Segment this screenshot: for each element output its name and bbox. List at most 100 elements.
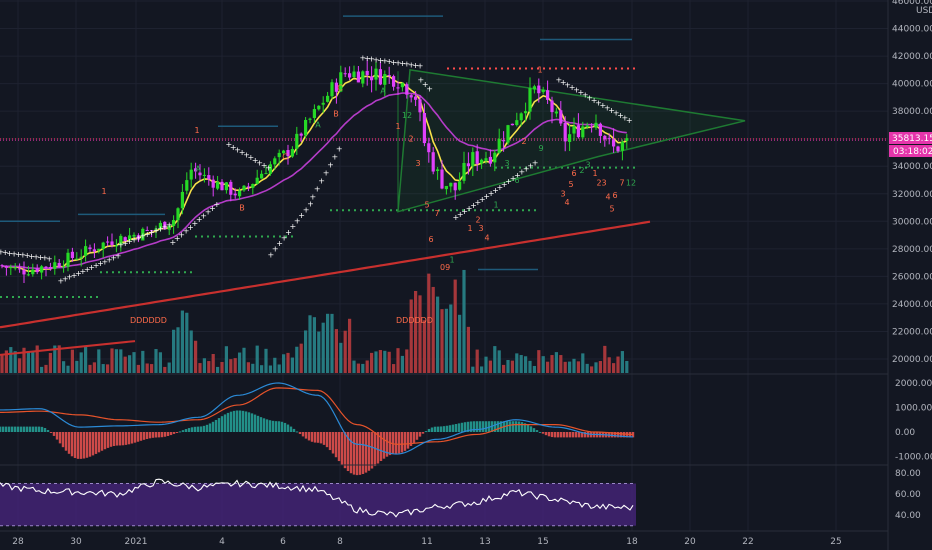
volume-bar xyxy=(409,299,413,373)
macd-histogram-bar xyxy=(307,432,311,441)
candle-body xyxy=(563,122,567,142)
date-axis[interactable]: 28 30 2021 4 6 8 11 13 15 18 20 22 25 xyxy=(12,537,841,547)
candle-body xyxy=(189,169,193,180)
macd-axis[interactable]: 2000.00 1000.00 0.00 -1000.00 xyxy=(895,379,932,463)
macd-histogram-bar xyxy=(547,432,551,437)
candle-body xyxy=(9,267,13,269)
macd-histogram-bar xyxy=(118,432,122,446)
volume-bar xyxy=(348,318,352,373)
volume-bar xyxy=(576,361,580,373)
candle-body xyxy=(524,111,528,114)
candle-body xyxy=(603,135,607,140)
candle-body xyxy=(79,256,83,258)
macd-histogram-bar xyxy=(124,432,128,445)
macd-histogram-bar xyxy=(433,426,437,432)
volume-bar xyxy=(4,350,8,373)
candle-body xyxy=(246,186,250,188)
macd-histogram-bar xyxy=(4,426,8,432)
candle-body xyxy=(387,75,391,77)
macd-histogram-bar xyxy=(427,428,431,432)
candle-body xyxy=(312,109,316,118)
td-marker: 3 xyxy=(601,179,606,188)
psar-dot: + xyxy=(183,227,190,236)
volume-bar xyxy=(515,353,519,373)
candle-body xyxy=(620,141,624,151)
volume-bar xyxy=(35,345,39,373)
rsi-axis[interactable]: 80.00 60.00 40.00 xyxy=(895,469,921,521)
macd-histogram-bar xyxy=(439,426,443,432)
volume-bar xyxy=(31,351,35,373)
psar-dot: + xyxy=(131,235,138,244)
volume-bar xyxy=(70,349,74,373)
psar-dot: + xyxy=(298,211,305,220)
macd-histogram-bar xyxy=(253,414,257,432)
psar-dot: + xyxy=(15,250,22,259)
psar-dot: + xyxy=(466,204,473,213)
psar-dot: + xyxy=(248,153,255,162)
candle-body xyxy=(598,123,602,136)
macd-histogram-bar xyxy=(457,423,461,432)
candle-body xyxy=(466,163,470,167)
macd-histogram-bar xyxy=(208,423,212,432)
volume-bar xyxy=(546,361,550,373)
macd-histogram-bar xyxy=(88,432,92,457)
macd-histogram-bar xyxy=(7,426,11,432)
macd-histogram-bar xyxy=(1,426,5,432)
macd-histogram-bar xyxy=(280,421,284,432)
candle-body xyxy=(427,143,431,153)
psar-dot: + xyxy=(604,103,611,112)
volume-bar xyxy=(299,343,303,373)
volume-bar xyxy=(493,346,497,373)
psar-dot: + xyxy=(586,93,593,102)
psar-dot: + xyxy=(80,267,87,276)
macd-histogram-bar xyxy=(352,432,356,475)
candle-body xyxy=(158,222,162,229)
macd-histogram-bar xyxy=(52,432,56,436)
macd-histogram-bar xyxy=(436,426,440,432)
candle-body xyxy=(343,73,347,75)
volume-bar xyxy=(189,330,193,373)
candle-body xyxy=(18,268,22,270)
panel-separators[interactable] xyxy=(0,0,889,550)
macd-histogram-bar xyxy=(478,421,482,432)
macd-histogram-bar xyxy=(319,432,323,444)
psar-dot: + xyxy=(318,177,325,186)
macd-histogram-bar xyxy=(220,416,224,432)
macd-histogram-bar xyxy=(631,432,635,438)
psar-dot: + xyxy=(102,257,109,266)
volume-bar xyxy=(431,286,435,373)
macd-histogram-bar xyxy=(403,432,407,451)
volume-bar xyxy=(475,349,479,373)
td-marker: C xyxy=(282,152,288,161)
macd-histogram-bar xyxy=(25,426,29,432)
candle-body xyxy=(506,125,510,143)
volume-bar xyxy=(612,363,616,373)
macd-histogram-bar xyxy=(121,432,125,446)
psar-dot: + xyxy=(323,169,330,178)
macd-histogram-bar xyxy=(316,432,320,443)
price-tick-label: 24000.00 xyxy=(892,300,932,310)
macd-histogram-bar xyxy=(196,426,200,432)
psar-dot: + xyxy=(144,230,151,239)
date-tick-label: 2021 xyxy=(125,537,148,547)
td-marker: A xyxy=(315,121,321,130)
macd-histogram-bar xyxy=(445,425,449,432)
macd-histogram-bar xyxy=(451,424,455,432)
volume-bar xyxy=(466,326,470,373)
psar-dot: + xyxy=(426,85,433,94)
candle-body xyxy=(172,220,176,226)
td-marker: 3 xyxy=(415,159,420,168)
macd-histogram-bar xyxy=(70,432,74,457)
candle-body xyxy=(202,174,206,176)
candle-body xyxy=(4,266,8,268)
candle-body xyxy=(383,74,387,85)
volume-bar xyxy=(194,340,198,373)
rsi-panel[interactable] xyxy=(0,478,636,527)
volume-bar xyxy=(598,361,602,373)
psar-dot: + xyxy=(479,195,486,204)
candle-body xyxy=(471,152,475,167)
macd-histogram-bar xyxy=(64,432,68,451)
macd-histogram-bar xyxy=(475,421,479,432)
macd-panel[interactable] xyxy=(0,382,635,476)
